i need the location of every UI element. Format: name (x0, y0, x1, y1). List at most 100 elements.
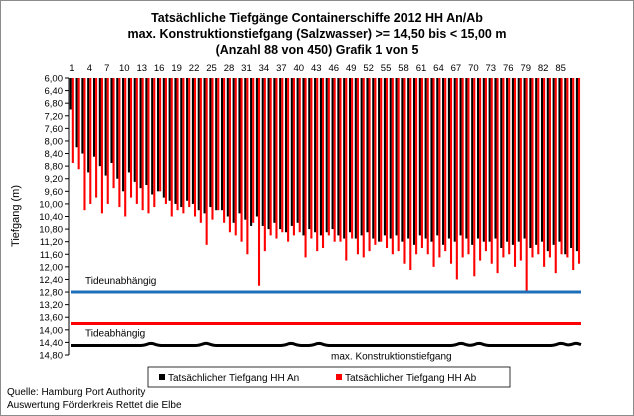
bar-an (284, 78, 288, 233)
bar-an (500, 78, 503, 248)
bar-ab (449, 78, 453, 264)
bar-an (575, 78, 578, 252)
bar-ab (519, 78, 522, 261)
bar-ab (188, 78, 191, 208)
bar-an (535, 78, 538, 245)
bar-an (407, 78, 410, 239)
reference-line-label: Tideabhängig (85, 329, 145, 340)
bar-an (511, 78, 514, 245)
bar-ab (100, 78, 103, 214)
bar-ab (275, 78, 278, 239)
y-tick-label: 9,20 (45, 174, 64, 185)
bar-an (174, 78, 177, 204)
y-tick-label: 8,80 (45, 162, 64, 173)
bar-ab (170, 78, 173, 217)
bar-an (540, 78, 544, 242)
x-tick-label: 4 (87, 63, 92, 74)
bar-an (116, 78, 119, 179)
bar-an (156, 78, 160, 192)
bar-ab (356, 78, 359, 255)
x-tick-label: 34 (259, 63, 270, 74)
bar-an (308, 78, 311, 230)
bar-an (267, 78, 270, 230)
bar-an (314, 78, 317, 233)
bar-series (69, 78, 581, 293)
bar-ab (240, 78, 243, 242)
bar-ab (159, 78, 162, 192)
bar-an (255, 78, 258, 217)
y-tick-label: 13,60 (39, 313, 63, 324)
bar-ab (362, 78, 365, 258)
bar-an (482, 78, 485, 242)
bar-an (343, 78, 346, 239)
bar-an (290, 78, 293, 226)
bar-an (209, 78, 212, 208)
bar-ab (385, 78, 389, 248)
y-tick-label: 12,80 (39, 288, 63, 299)
y-tick-label: 10,80 (39, 225, 63, 236)
bar-ab (141, 78, 144, 211)
source-line-1: Quelle: Hamburg Port Authority (7, 387, 146, 398)
bar-ab (432, 78, 435, 267)
bar-an (395, 78, 398, 236)
bar-an (250, 78, 253, 226)
legend-label-ab: Tatsächlicher Tiefgang HH Ab (345, 373, 477, 384)
y-tick-label: 10,40 (39, 212, 63, 223)
bar-an (447, 78, 450, 239)
bar-ab (479, 78, 482, 261)
bar-ab (112, 78, 115, 189)
y-tick-label: 8,00 (45, 136, 64, 147)
x-tick-label: 37 (276, 63, 287, 74)
bar-ab (246, 78, 249, 255)
bar-ab (234, 78, 237, 236)
bar-ab (438, 78, 441, 258)
x-tick-label: 73 (486, 63, 497, 74)
bar-ab (327, 78, 330, 236)
bar-ab (89, 78, 92, 204)
x-tick-label: 49 (346, 63, 357, 74)
bar-ab (304, 78, 307, 258)
bar-ab (543, 78, 546, 267)
bar-an (430, 78, 433, 242)
x-tick-label: 76 (503, 63, 514, 74)
bar-an (104, 78, 107, 176)
y-tick-label: 6,80 (45, 99, 64, 110)
bar-an (110, 78, 113, 163)
bar-ab (426, 78, 429, 255)
bar-ab (490, 78, 493, 264)
bar-ab (391, 78, 394, 255)
bar-an (453, 78, 456, 242)
x-tick-label: 64 (433, 63, 444, 74)
x-tick-label: 82 (538, 63, 549, 74)
bar-ab (548, 78, 551, 258)
bar-an (546, 78, 549, 252)
bar-an (436, 78, 439, 236)
bar-an (197, 78, 200, 211)
bar-an (517, 78, 520, 242)
bar-an (319, 78, 322, 236)
bar-an (564, 78, 567, 255)
x-tick-label: 46 (328, 63, 339, 74)
y-axis: 6,006,40 6,807,20 7,608,00 8,40 8,809,20 9,60… (39, 74, 70, 362)
bar-an (145, 78, 148, 186)
bar-an (570, 78, 573, 248)
bar-ab (484, 78, 487, 252)
bar-an (244, 78, 247, 220)
bar-ab (135, 78, 138, 204)
y-tick-label: 12,00 (39, 262, 63, 273)
bar-ab (496, 78, 499, 274)
x-tick-label: 22 (189, 63, 200, 74)
bar-ab (525, 78, 528, 293)
bar-an (279, 78, 282, 230)
x-tick-label: 19 (171, 63, 182, 74)
legend-swatch-an (159, 374, 165, 380)
y-tick-label: 8,40 (45, 149, 64, 160)
y-tick-label: 6,00 (45, 74, 64, 85)
bar-an (442, 78, 445, 245)
bar-an (558, 78, 561, 242)
bar-an (273, 78, 276, 223)
x-tick-label: 1 (69, 63, 74, 74)
bar-ab (473, 78, 476, 277)
